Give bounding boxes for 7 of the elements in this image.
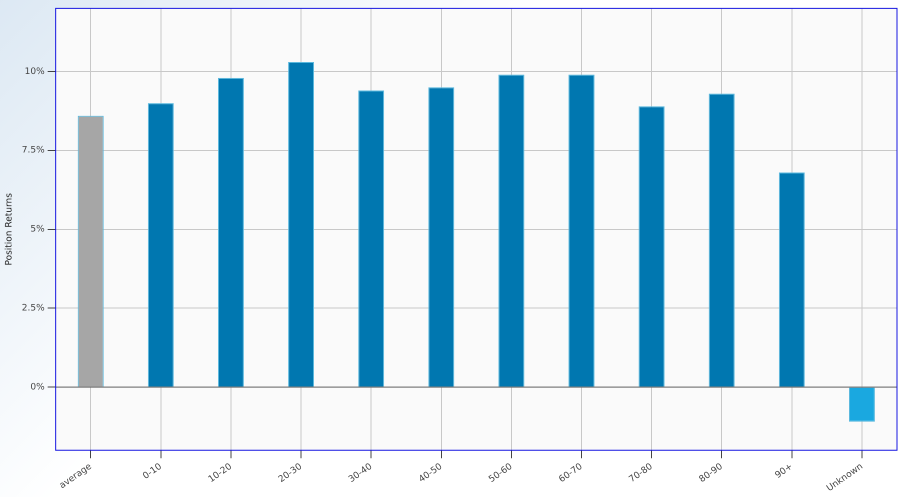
y-tick-label: 2.5% [22,304,46,314]
y-tick-label: 5% [30,224,46,235]
y-axis-title: Position Returns [4,192,15,266]
x-tick-label: 90+ [774,462,795,481]
y-tick-label: 0% [30,382,46,392]
y-tick-label: 10% [24,66,46,77]
y-tick-label: 7.5% [22,146,46,156]
